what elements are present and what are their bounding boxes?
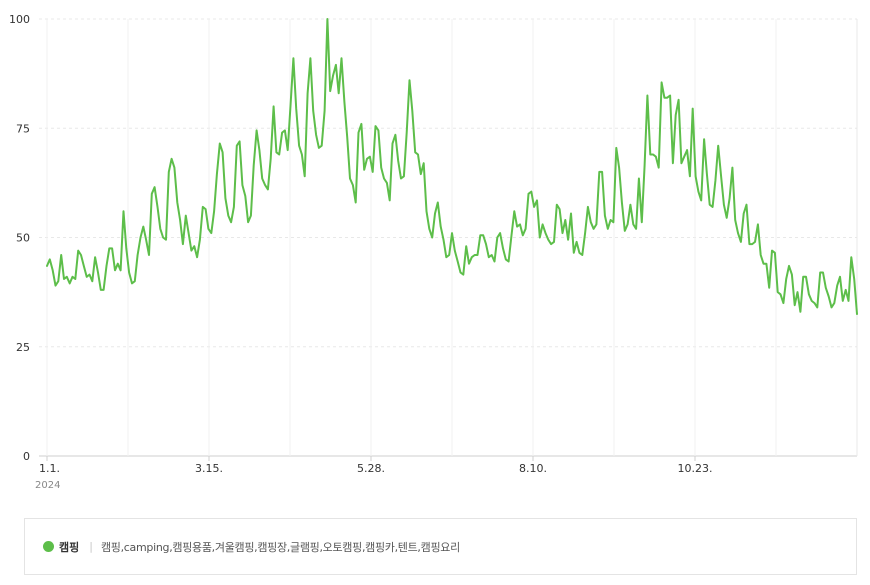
y-tick-label: 50 — [16, 232, 30, 245]
x-tick-label: 3.15. — [195, 462, 223, 475]
grid-lines — [39, 18, 858, 457]
legend-separator: | — [89, 540, 93, 553]
y-tick-label: 75 — [16, 122, 30, 135]
legend: 캠핑 | 캠핑,camping,캠핑용품,겨울캠핑,캠핑장,글램핑,오토캠핑,캠… — [24, 518, 857, 575]
y-tick-label: 25 — [16, 341, 30, 354]
series-line-camping[interactable] — [46, 18, 858, 315]
legend-series-name[interactable]: 캠핑 — [59, 540, 80, 554]
legend-keywords: 캠핑,camping,캠핑용품,겨울캠핑,캠핑장,글램핑,오토캠핑,캠핑카,텐트… — [100, 540, 460, 554]
line-chart: 0 25 50 75 100 1.1. 3.15. 5.28. 8.10. 10.23. 2024 — [9, 13, 858, 491]
x-tick-label: 5.28. — [357, 462, 385, 475]
y-tick-label: 100 — [9, 13, 30, 26]
x-axis: 1.1. 3.15. 5.28. 8.10. 10.23. 2024 — [35, 456, 713, 491]
y-axis: 0 25 50 75 100 — [9, 13, 30, 463]
x-tick-label: 10.23. — [678, 462, 713, 475]
x-tick-label: 1.1. — [39, 462, 60, 475]
legend-color-dot — [43, 541, 54, 552]
series-layer — [46, 18, 858, 315]
y-tick-label: 0 — [23, 450, 30, 463]
x-tick-label: 8.10. — [519, 462, 547, 475]
x-tick-year-label: 2024 — [35, 480, 60, 491]
